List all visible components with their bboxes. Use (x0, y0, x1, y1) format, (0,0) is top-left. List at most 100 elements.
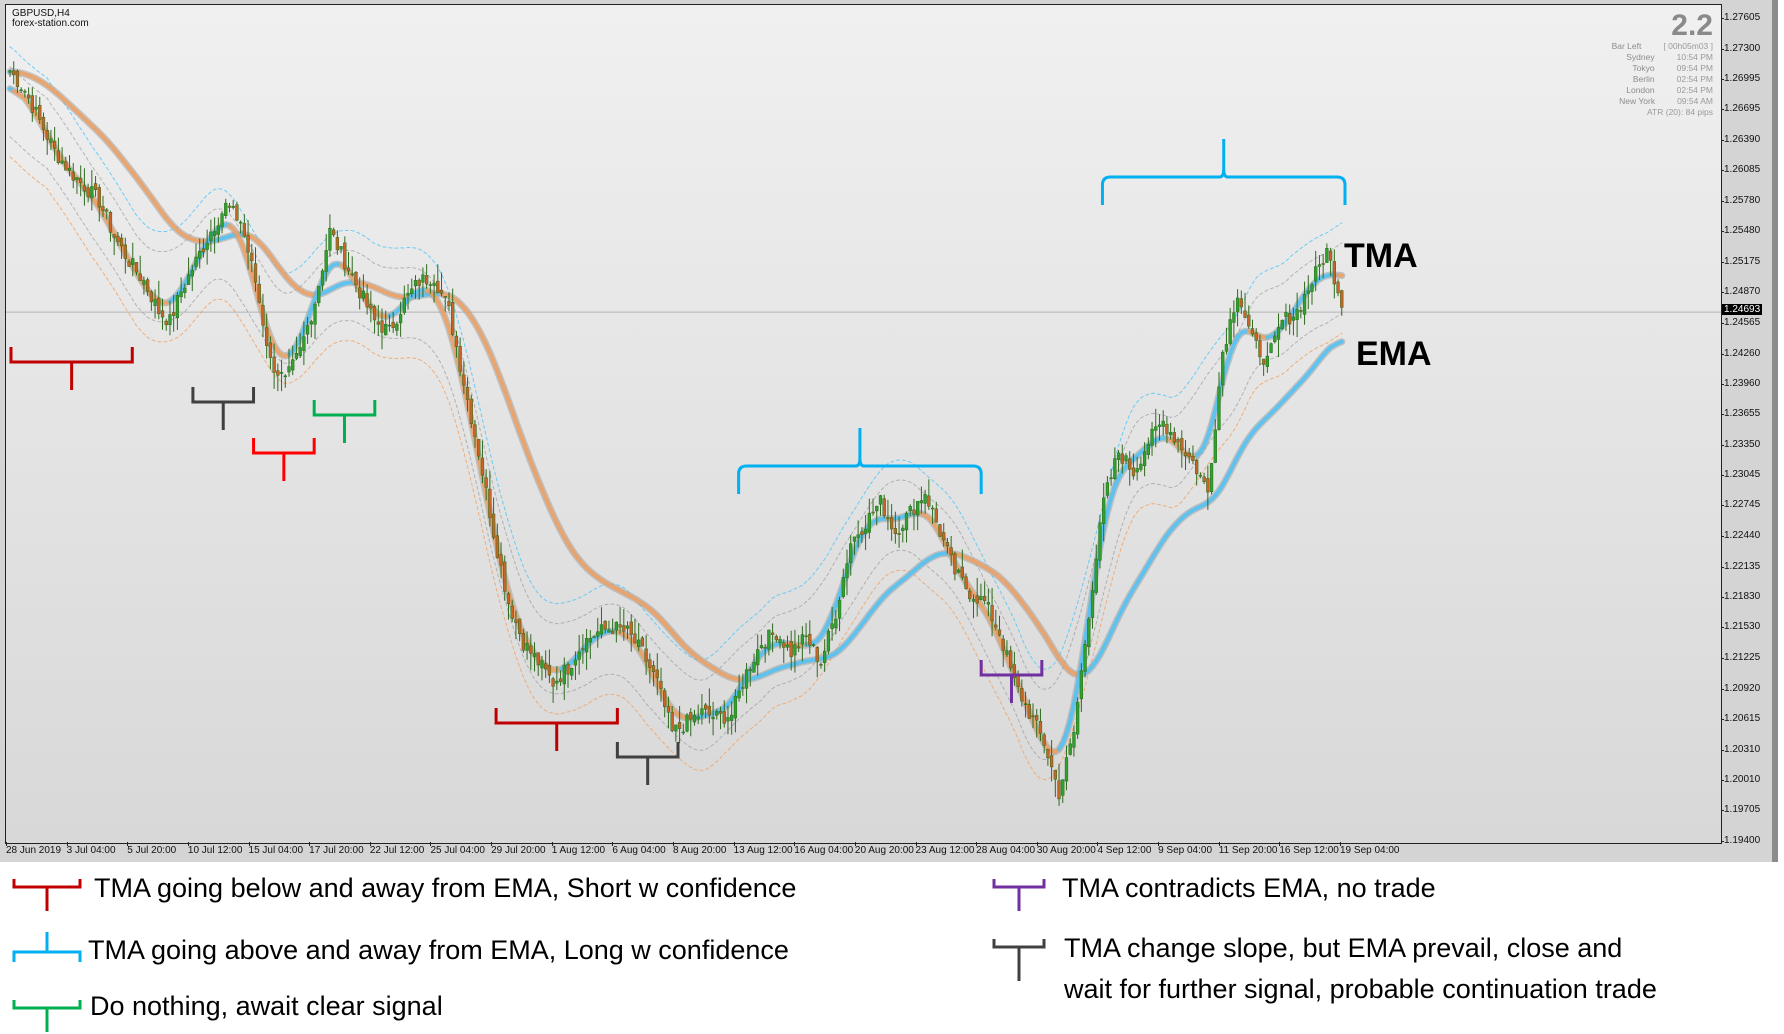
legend-red-bracket-icon (10, 875, 85, 915)
price-chart-svg (6, 5, 1722, 844)
bear-candle (663, 691, 666, 707)
x-tick-label: 20 Aug 20:00 (855, 845, 914, 856)
blue-signal-bracket (1102, 139, 1345, 205)
bear-candle (634, 634, 637, 643)
bear-candle (1028, 704, 1031, 718)
bear-candle (660, 681, 663, 688)
bear-candle (939, 525, 942, 537)
x-tick-label: 8 Aug 20:00 (673, 845, 726, 856)
bull-candle (1065, 758, 1068, 782)
bear-candle (429, 285, 432, 286)
bear-candle (581, 649, 584, 650)
bull-candle (596, 632, 599, 636)
bull-candle (388, 325, 391, 326)
bull-candle (834, 619, 837, 628)
bear-candle (983, 596, 986, 601)
x-tick-label: 1 Aug 12:00 (552, 845, 605, 856)
info-row-value: 02:54 PM (1677, 74, 1713, 85)
bull-candle (169, 315, 172, 325)
bear-candle (27, 95, 30, 98)
bull-candle (1113, 459, 1116, 479)
legend-blue-bracket-icon (10, 930, 85, 966)
bear-candle (1177, 439, 1180, 442)
bear-candle (1288, 313, 1291, 324)
bear-candle (369, 305, 372, 308)
ema-line-up-segment (1081, 342, 1341, 675)
bear-candle (667, 707, 670, 713)
bull-candle (853, 537, 856, 541)
red-signal-bracket (11, 347, 132, 390)
bear-candle (1043, 735, 1046, 746)
x-tick-label: 30 Aug 20:00 (1037, 845, 1096, 856)
bull-candle (1277, 327, 1280, 339)
legend-short-text: TMA going below and away from EMA, Short… (94, 868, 796, 908)
y-tick-label: 1.20010 (1724, 774, 1760, 785)
y-tick-label: 1.22440 (1724, 530, 1760, 541)
bear-candle (816, 647, 819, 661)
bear-candle (53, 141, 56, 148)
bull-candle (295, 353, 298, 358)
info-row: London 02:54 PM (1612, 85, 1713, 96)
chart-window[interactable]: GBPUSD,H4 forex-station.com 2.2 Bar Left… (0, 0, 1778, 862)
x-tick-label: 16 Sep 12:00 (1279, 845, 1339, 856)
info-row-label: Tokyo (1632, 63, 1654, 74)
y-tick-label: 1.23655 (1724, 408, 1760, 419)
bear-candle (425, 275, 428, 284)
bull-candle (541, 661, 544, 668)
legend-nothing-text: Do nothing, await clear signal (90, 986, 443, 1026)
bull-candle (1266, 356, 1269, 367)
bull-candle (801, 635, 804, 645)
bear-candle (1203, 477, 1206, 482)
y-tick-label: 1.23350 (1724, 439, 1760, 450)
y-tick-label: 1.24565 (1724, 317, 1760, 328)
bear-candle (719, 711, 722, 713)
bear-candle (258, 284, 261, 302)
bear-candle (507, 594, 510, 604)
bear-candle (890, 518, 893, 529)
bull-candle (920, 500, 923, 502)
bull-candle (9, 71, 12, 72)
legend-black-bracket-icon (990, 935, 1050, 985)
bear-candle (935, 509, 938, 522)
bear-candle (1039, 721, 1042, 733)
bull-candle (1221, 352, 1224, 385)
bear-candle (347, 268, 350, 271)
bear-candle (1184, 453, 1187, 456)
bull-candle (1110, 478, 1113, 479)
bull-candle (727, 717, 730, 721)
bear-candle (120, 238, 123, 246)
bull-candle (1307, 291, 1310, 294)
site-watermark: forex-station.com (12, 18, 89, 29)
bull-candle (314, 304, 317, 324)
y-tick-label: 1.25480 (1724, 225, 1760, 236)
y-tick-label: 1.21225 (1724, 652, 1760, 663)
bear-candle (976, 596, 979, 603)
plot-area[interactable]: GBPUSD,H4 forex-station.com 2.2 Bar Left… (5, 4, 1722, 844)
y-tick-label: 1.21530 (1724, 621, 1760, 632)
bear-candle (146, 280, 149, 292)
bear-candle (689, 712, 692, 719)
bear-candle (678, 722, 681, 728)
bull-candle (403, 298, 406, 312)
bull-candle (1273, 336, 1276, 342)
bull-candle (68, 168, 71, 170)
bull-candle (1095, 559, 1098, 592)
x-tick-label: 19 Sep 04:00 (1340, 845, 1400, 856)
x-tick-label: 13 Aug 12:00 (734, 845, 793, 856)
bull-candle (674, 725, 677, 731)
bull-candle (1158, 425, 1161, 427)
bull-candle (1314, 267, 1317, 282)
bear-candle (887, 518, 890, 519)
bear-candle (894, 528, 897, 533)
info-row-label: London (1626, 85, 1654, 96)
bear-candle (23, 91, 26, 92)
info-row-value: 02:54 PM (1677, 85, 1713, 96)
bear-candle (1188, 453, 1191, 457)
info-row-value: 09:54 AM (1677, 96, 1713, 107)
bear-candle (1247, 315, 1250, 326)
x-tick-label: 17 Jul 20:00 (309, 845, 364, 856)
bear-candle (529, 646, 532, 653)
info-row-label: Bar Left (1612, 41, 1642, 52)
